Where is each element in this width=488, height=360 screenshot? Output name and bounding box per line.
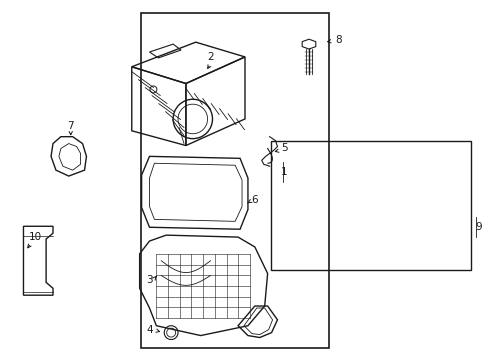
Text: 8: 8 [335,35,341,45]
Text: 10: 10 [29,232,42,242]
Text: 4: 4 [146,325,152,335]
Text: 6: 6 [251,195,258,205]
Bar [141,13,328,348]
Bar [270,141,470,270]
Text: 5: 5 [281,144,287,153]
Text: 2: 2 [207,52,213,62]
Text: 9: 9 [474,222,481,232]
Text: 1: 1 [281,167,287,177]
Text: 3: 3 [146,275,152,285]
Text: 7: 7 [67,121,74,131]
